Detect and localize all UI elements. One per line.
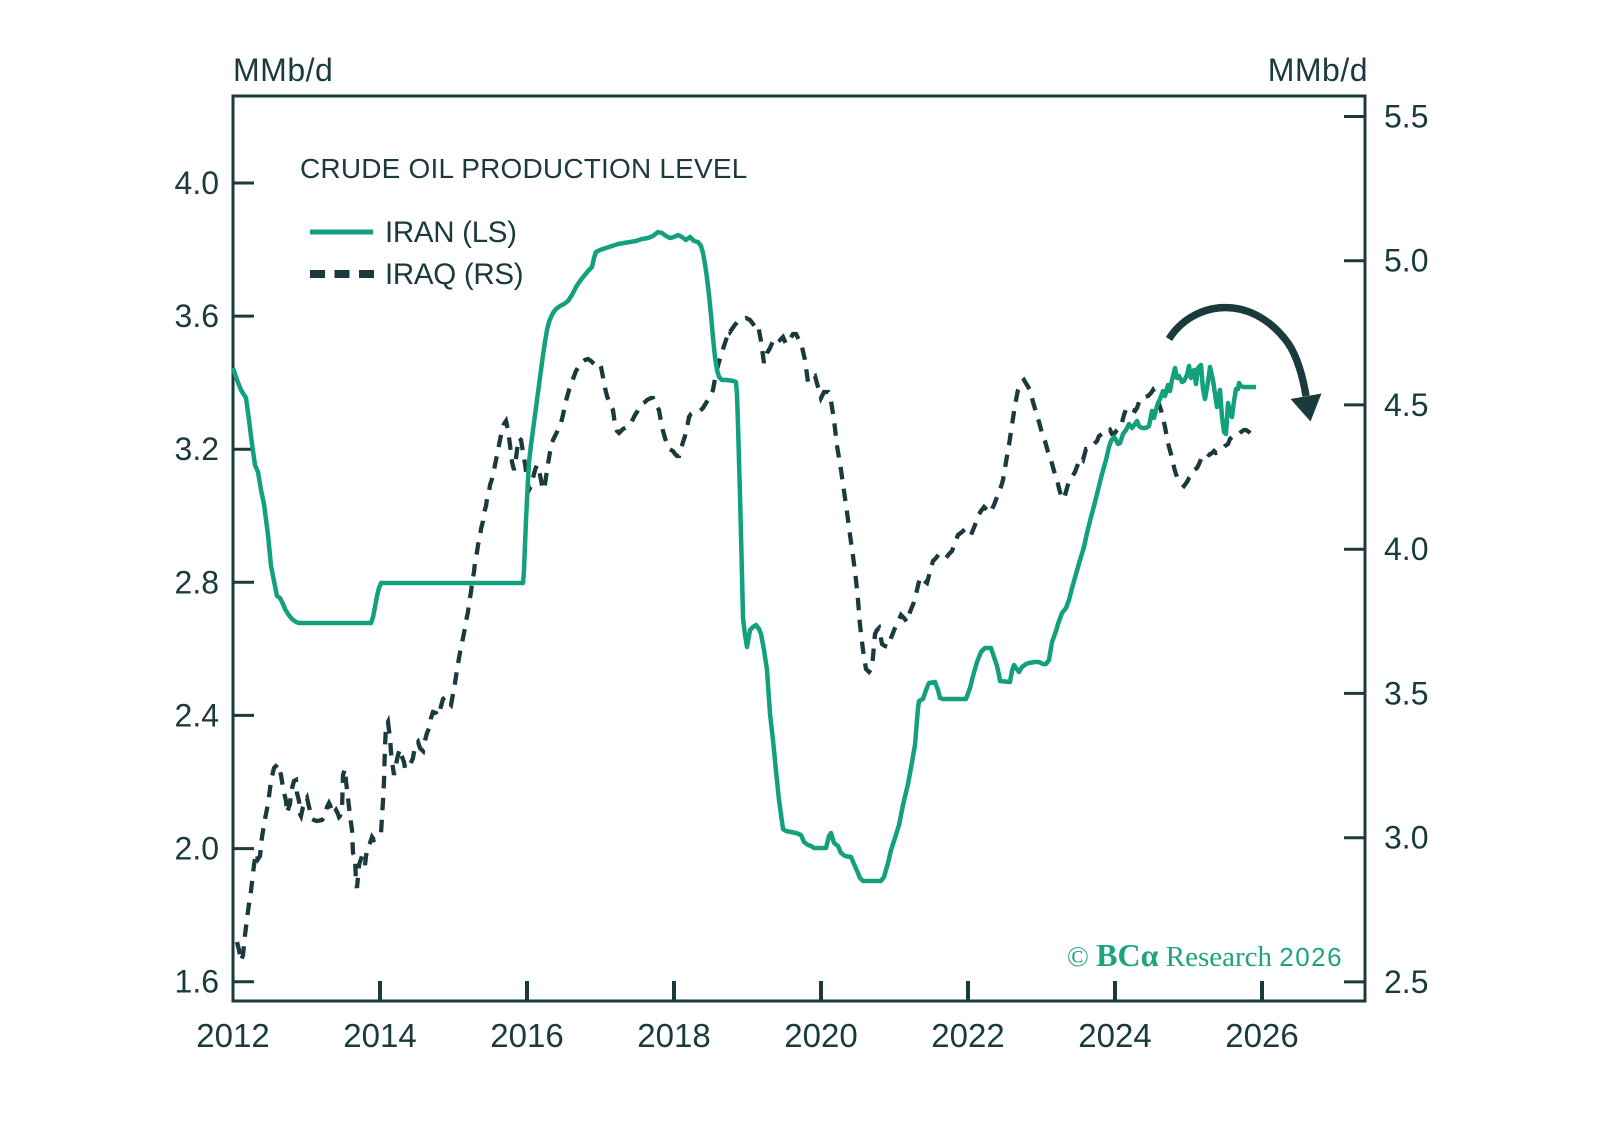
- svg-text:2024: 2024: [1078, 1017, 1151, 1054]
- svg-text:IRAN (LS): IRAN (LS): [385, 216, 517, 249]
- svg-text:3.0: 3.0: [1384, 820, 1428, 856]
- svg-text:2012: 2012: [196, 1017, 269, 1054]
- svg-text:2026: 2026: [1225, 1017, 1298, 1054]
- svg-text:3.5: 3.5: [1384, 675, 1428, 711]
- svg-text:© BCα Research 2026: © BCα Research 2026: [1067, 937, 1343, 973]
- svg-text:5.0: 5.0: [1384, 243, 1428, 279]
- svg-text:CRUDE OIL PRODUCTION LEVEL: CRUDE OIL PRODUCTION LEVEL: [300, 153, 748, 184]
- svg-text:2016: 2016: [490, 1017, 563, 1054]
- svg-text:2.8: 2.8: [175, 564, 219, 600]
- svg-text:IRAQ (RS): IRAQ (RS): [385, 258, 523, 291]
- svg-text:MMb/d: MMb/d: [1268, 52, 1368, 88]
- svg-text:4.0: 4.0: [1384, 531, 1428, 567]
- svg-text:4.0: 4.0: [175, 165, 219, 201]
- svg-text:2014: 2014: [343, 1017, 416, 1054]
- svg-text:2.5: 2.5: [1384, 964, 1428, 1000]
- svg-text:2018: 2018: [637, 1017, 710, 1054]
- svg-text:4.5: 4.5: [1384, 387, 1428, 423]
- svg-text:2.0: 2.0: [175, 831, 219, 867]
- svg-text:2020: 2020: [784, 1017, 857, 1054]
- svg-text:2022: 2022: [931, 1017, 1004, 1054]
- svg-text:MMb/d: MMb/d: [233, 52, 333, 88]
- svg-text:5.5: 5.5: [1384, 99, 1428, 135]
- svg-text:1.6: 1.6: [175, 964, 219, 1000]
- svg-text:2.4: 2.4: [175, 697, 219, 733]
- svg-text:3.2: 3.2: [175, 431, 219, 467]
- svg-text:3.6: 3.6: [175, 298, 219, 334]
